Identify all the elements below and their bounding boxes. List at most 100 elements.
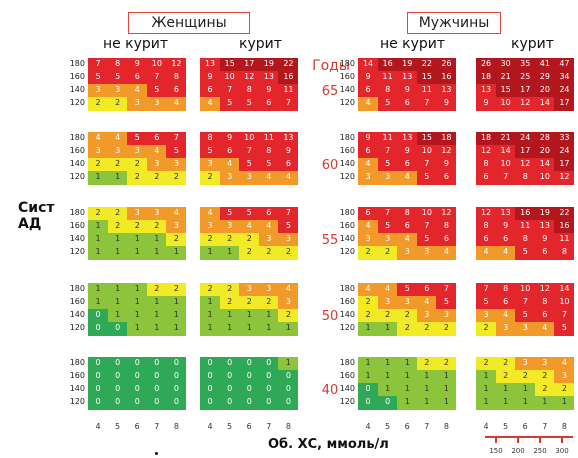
sbp-tick-140: 140 xyxy=(339,310,355,319)
risk-cell: 12 xyxy=(166,58,187,72)
risk-cell: 3 xyxy=(166,220,187,234)
risk-cell: 4 xyxy=(358,220,379,234)
risk-cell: 13 xyxy=(534,220,555,234)
risk-cell: 3 xyxy=(239,171,260,185)
risk-cell: 9 xyxy=(436,158,457,172)
cholesterol-tick-5: 5 xyxy=(115,422,121,431)
risk-cell: 2 xyxy=(534,370,555,384)
risk-cell: 2 xyxy=(200,171,221,185)
cholesterol-tick-6: 6 xyxy=(404,422,410,431)
risk-cell: 2 xyxy=(495,357,516,371)
risk-cell: 1 xyxy=(88,283,109,297)
risk-cell: 1 xyxy=(88,246,109,260)
cholesterol-tick-6: 6 xyxy=(246,422,252,431)
risk-cell: 4 xyxy=(258,171,279,185)
mg-scale-tick xyxy=(561,436,563,443)
risk-cell: 2 xyxy=(358,246,379,260)
risk-cell: 0 xyxy=(200,383,221,397)
age-label-40: 40 xyxy=(321,383,339,398)
risk-cell: 0 xyxy=(219,383,240,397)
risk-cell: 14 xyxy=(554,283,575,297)
sbp-tick-140: 140 xyxy=(69,310,85,319)
risk-cell: 2 xyxy=(88,158,109,172)
mg-scale-tick xyxy=(539,436,541,443)
risk-cell: 12 xyxy=(476,207,497,221)
risk-cell: 1 xyxy=(127,296,148,310)
risk-cell: 7 xyxy=(515,296,536,310)
risk-cell: 13 xyxy=(397,71,418,85)
risk-cell: 1 xyxy=(127,309,148,323)
risk-cell: 3 xyxy=(200,158,221,172)
risk-cell: 1 xyxy=(146,296,167,310)
risk-cell: 2 xyxy=(146,220,167,234)
men-smoking-header: курит xyxy=(511,36,554,52)
risk-cell: 2 xyxy=(436,322,457,336)
risk-cell: 41 xyxy=(534,58,555,72)
risk-cell: 0 xyxy=(146,357,167,371)
sbp-label-line1: Сист xyxy=(18,200,55,216)
risk-cell: 5 xyxy=(200,145,221,159)
risk-cell: 5 xyxy=(515,246,536,260)
risk-cell: 2 xyxy=(166,233,187,247)
risk-cell: 3 xyxy=(88,84,109,98)
risk-cell: 0 xyxy=(107,370,128,384)
risk-cell: 8 xyxy=(397,207,418,221)
risk-cell: 3 xyxy=(107,145,128,159)
risk-cell: 10 xyxy=(554,296,575,310)
risk-cell: 4 xyxy=(258,220,279,234)
risk-cell: 8 xyxy=(495,283,516,297)
risk-cell: 0 xyxy=(166,383,187,397)
risk-cell: 3 xyxy=(146,207,167,221)
risk-cell: 0 xyxy=(358,396,379,410)
risk-cell: 1 xyxy=(107,283,128,297)
risk-cell: 10 xyxy=(416,207,437,221)
risk-cell: 0 xyxy=(146,370,167,384)
risk-cell: 24 xyxy=(515,132,536,146)
age-label-60: 60 xyxy=(321,158,339,173)
risk-cell: 3 xyxy=(278,233,299,247)
sbp-tick-180: 180 xyxy=(339,133,355,142)
risk-cell: 7 xyxy=(278,207,299,221)
sbp-tick-120: 120 xyxy=(339,323,355,332)
risk-cell: 17 xyxy=(239,58,260,72)
risk-cell: 2 xyxy=(127,220,148,234)
risk-cell: 0 xyxy=(107,322,128,336)
cholesterol-tick-6: 6 xyxy=(134,422,140,431)
sbp-tick-180: 180 xyxy=(69,208,85,217)
risk-cell: 4 xyxy=(397,171,418,185)
risk-cell: 0 xyxy=(146,383,167,397)
sbp-tick-120: 120 xyxy=(69,98,85,107)
risk-cell: 8 xyxy=(554,246,575,260)
risk-cell: 8 xyxy=(258,145,279,159)
risk-cell: 13 xyxy=(436,84,457,98)
cholesterol-tick-8: 8 xyxy=(285,422,291,431)
risk-cell: 9 xyxy=(397,145,418,159)
risk-cell: 6 xyxy=(397,158,418,172)
risk-cell: 2 xyxy=(515,370,536,384)
risk-cell: 5 xyxy=(436,296,457,310)
risk-cell: 1 xyxy=(219,246,240,260)
risk-cell: 0 xyxy=(278,383,299,397)
risk-cell: 3 xyxy=(127,207,148,221)
risk-cell: 12 xyxy=(436,145,457,159)
risk-cell: 1 xyxy=(166,296,187,310)
risk-cell: 1 xyxy=(377,383,398,397)
risk-cell: 4 xyxy=(436,246,457,260)
cholesterol-axis-label: Об. ХС, ммоль/л xyxy=(268,437,389,452)
risk-cell: 4 xyxy=(146,145,167,159)
risk-cell: 2 xyxy=(127,158,148,172)
risk-cell: 4 xyxy=(166,207,187,221)
risk-cell: 1 xyxy=(495,383,516,397)
risk-cell: 7 xyxy=(166,132,187,146)
risk-cell: 2 xyxy=(397,322,418,336)
age-label-65: 65 xyxy=(321,84,339,99)
risk-cell: 1 xyxy=(397,383,418,397)
risk-cell: 9 xyxy=(495,220,516,234)
risk-cell: 12 xyxy=(554,171,575,185)
risk-cell: 16 xyxy=(278,71,299,85)
risk-cell: 1 xyxy=(416,370,437,384)
sbp-tick-180: 180 xyxy=(69,59,85,68)
risk-cell: 5 xyxy=(239,207,260,221)
risk-cell: 0 xyxy=(166,370,187,384)
risk-cell: 11 xyxy=(554,233,575,247)
